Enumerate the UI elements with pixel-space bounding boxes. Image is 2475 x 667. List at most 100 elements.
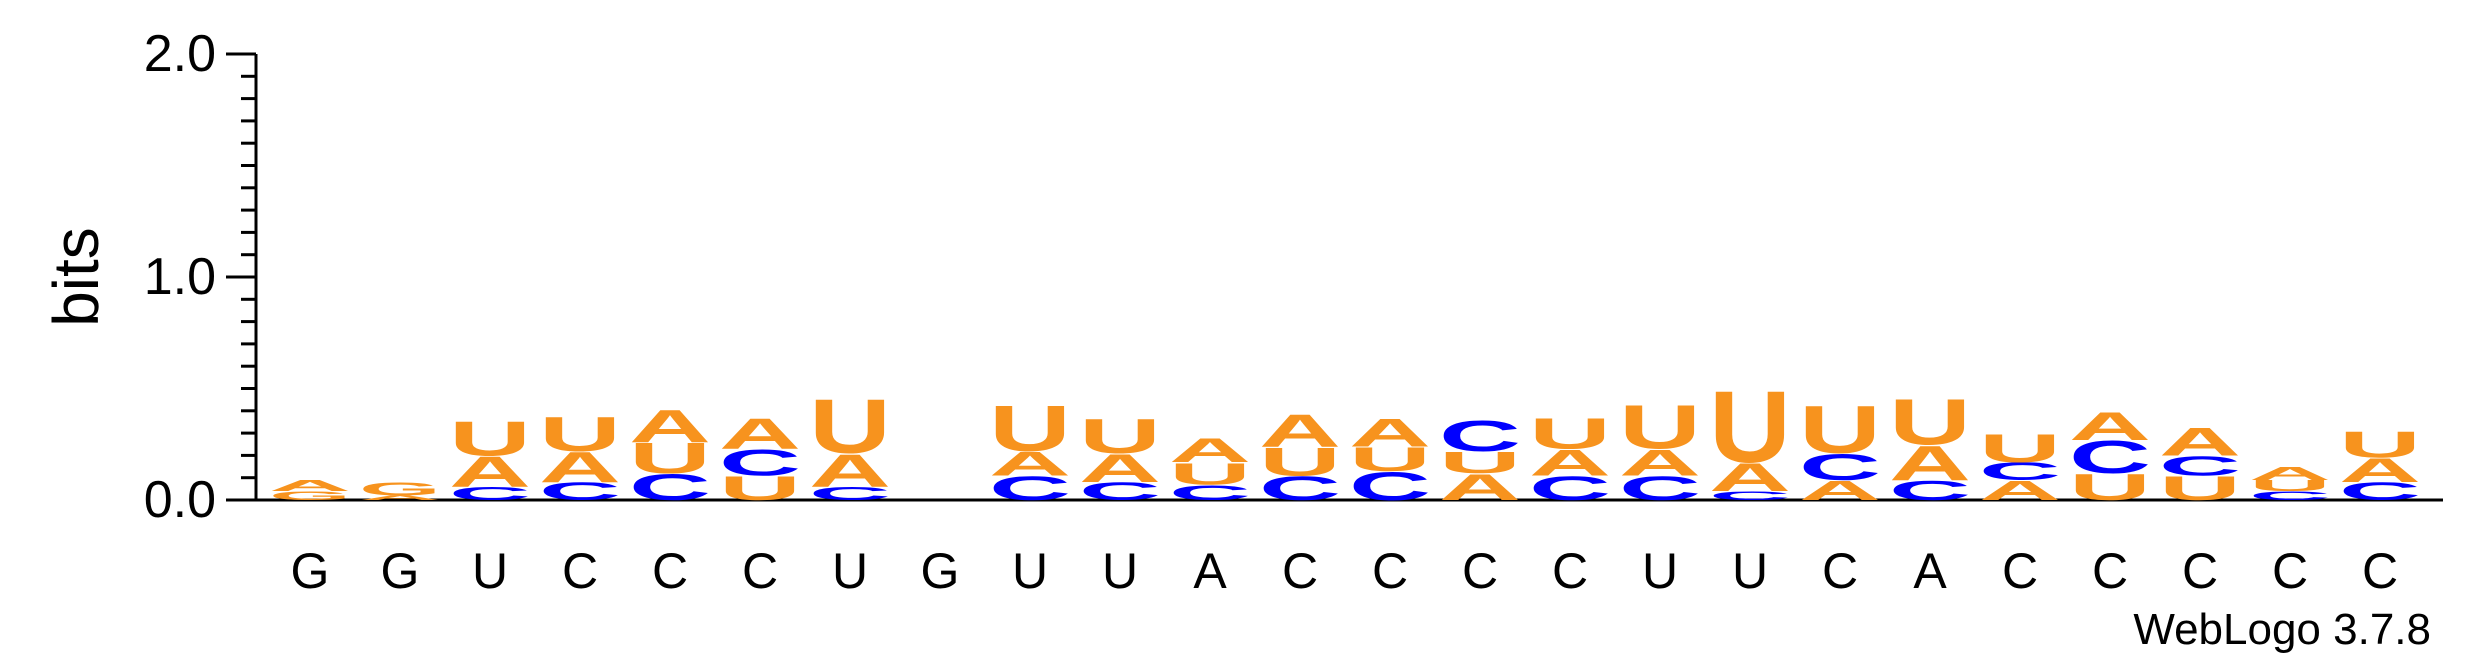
logo-letter-U: U xyxy=(539,406,621,461)
logo-letter-C: C xyxy=(2069,431,2151,483)
logo-letter-A: A xyxy=(449,448,531,496)
x-tick-label: C xyxy=(562,543,598,599)
x-tick-label: G xyxy=(291,543,330,599)
logo-letter-U: U xyxy=(2249,477,2331,494)
logo-letter-U: U xyxy=(1439,445,1521,480)
y-tick-label: 1.0 xyxy=(144,248,216,306)
logo-letter-G: G xyxy=(359,479,441,500)
logo-letter-U: U xyxy=(1349,440,1431,478)
x-tick-label: C xyxy=(2002,543,2038,599)
x-tick-label: C xyxy=(1372,543,1408,599)
logo-letter-C: C xyxy=(1349,464,1431,509)
logo-letter-A: A xyxy=(1439,466,1521,507)
logo-letter-A: A xyxy=(1079,446,1161,491)
logo-letter-A: A xyxy=(1169,431,1251,469)
x-tick-label: C xyxy=(742,543,778,599)
logo-letter-U: U xyxy=(719,469,801,507)
logo-letter-A: A xyxy=(1709,455,1791,500)
logo-letter-C: C xyxy=(719,442,801,483)
logo-letter-A: A xyxy=(989,444,1071,482)
logo-letter-U: U xyxy=(629,434,711,482)
logo-letter-A: A xyxy=(1979,475,2061,506)
x-tick-label: A xyxy=(1913,543,1947,599)
logo-letter-C: C xyxy=(539,478,621,506)
logo-letter-A: A xyxy=(2069,404,2151,449)
logo-letter-A: A xyxy=(2339,451,2421,489)
logo-letter-C: C xyxy=(1709,489,1791,503)
x-tick-label: U xyxy=(1102,543,1138,599)
logo-letter-U: U xyxy=(1259,440,1341,485)
x-tick-label: U xyxy=(1642,543,1678,599)
logo-letter-U: U xyxy=(1799,393,1881,469)
logo-letter-U: U xyxy=(1889,386,1971,458)
logo-letter-C: C xyxy=(449,483,531,504)
logo-letter-C: C xyxy=(2339,478,2421,506)
x-tick-label: U xyxy=(472,543,508,599)
logo-letter-G: G xyxy=(269,489,351,503)
logo-letter-A: A xyxy=(1619,442,1701,483)
x-tick-label: U xyxy=(1012,543,1048,599)
logo-letter-A: A xyxy=(1349,411,1431,456)
logo-letter-C: C xyxy=(629,466,711,507)
y-axis-label: bits xyxy=(40,227,112,327)
logo-letter-C: C xyxy=(1889,475,1971,506)
logo-letter-C: C xyxy=(2249,489,2331,503)
x-tick-label: A xyxy=(1193,543,1227,599)
x-tick-label: C xyxy=(1822,543,1858,599)
logo-letter-A: A xyxy=(1529,442,1611,483)
x-tick-label: C xyxy=(652,543,688,599)
x-tick-label: G xyxy=(921,543,960,599)
logo-letter-U: U xyxy=(1169,456,1251,491)
x-tick-label: G xyxy=(381,543,420,599)
x-tick-label: C xyxy=(2362,543,2398,599)
logo-letter-A: A xyxy=(1889,435,1971,490)
logo-letter-C: C xyxy=(809,483,891,504)
logo-letter-U: U xyxy=(809,383,891,470)
logo-letter-C: C xyxy=(1799,446,1881,487)
y-tick-label: 2.0 xyxy=(144,25,216,83)
logo-letter-U: U xyxy=(2339,424,2421,465)
logo-letter-C: C xyxy=(1979,458,2061,486)
logo-letter-U: U xyxy=(1709,370,1791,484)
logo-letter-A: A xyxy=(269,477,351,494)
logo-letter-C: C xyxy=(1619,469,1701,507)
logo-letter-U: U xyxy=(1979,426,2061,471)
logo-letter-A: A xyxy=(809,444,891,496)
logo-letter-A: A xyxy=(539,443,621,491)
logo-letter-C: C xyxy=(1529,469,1611,507)
axes: 0.0 1.0 2.0 bits xyxy=(40,25,2443,529)
x-tick-label: C xyxy=(1282,543,1318,599)
logo-letter-C: C xyxy=(1169,481,1251,505)
weblogo-version-label: WebLogo 3.7.8 xyxy=(2133,605,2431,654)
x-tick-label: U xyxy=(1732,543,1768,599)
logo-letter-C: C xyxy=(1439,412,1521,460)
x-tick-label: C xyxy=(1462,543,1498,599)
y-tick-label: 0.0 xyxy=(144,471,216,529)
logo-letter-U: U xyxy=(989,392,1071,464)
x-tick-label: C xyxy=(1552,543,1588,599)
logo-letter-A: A xyxy=(2159,419,2241,464)
logo-letter-C: C xyxy=(1259,469,1341,507)
logo-letter-U: U xyxy=(2159,469,2241,507)
logo-letter-U: U xyxy=(1619,393,1701,462)
x-tick-label: U xyxy=(832,543,868,599)
x-tick-label: C xyxy=(2272,543,2308,599)
logo-letter-A: A xyxy=(1799,475,1881,506)
logo-letter-U: U xyxy=(449,411,531,466)
logo-letter-U: U xyxy=(2069,466,2151,507)
logo-letter-A: A xyxy=(719,410,801,458)
logo-letter-U: U xyxy=(1079,409,1161,464)
logo-letter-C: C xyxy=(1079,478,1161,506)
logo-letter-A: A xyxy=(2249,463,2331,484)
logo-letter-A: A xyxy=(359,494,441,501)
logo-letter-A: A xyxy=(629,400,711,452)
logo-letter-C: C xyxy=(989,469,1071,507)
x-tick-label: C xyxy=(2182,543,2218,599)
logo-letter-A: A xyxy=(1259,404,1341,456)
logo-letter-C: C xyxy=(2159,450,2241,481)
x-tick-label: C xyxy=(2092,543,2128,599)
logo-letter-U: U xyxy=(1529,410,1611,458)
